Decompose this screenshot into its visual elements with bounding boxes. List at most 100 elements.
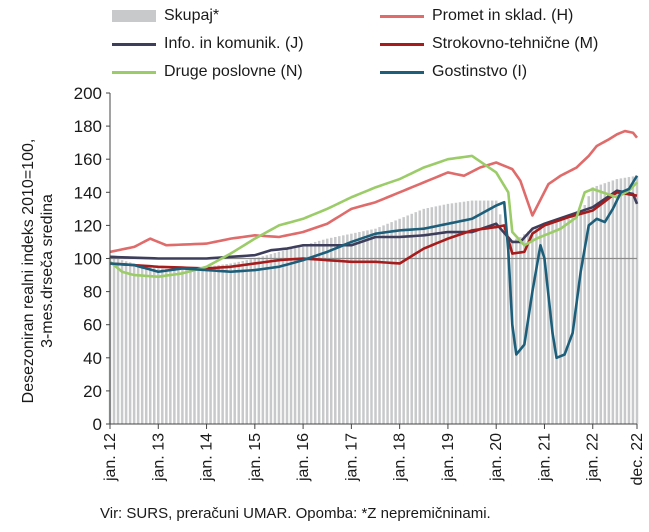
legend-label: Promet in sklad. (H) — [432, 7, 574, 24]
bar — [466, 201, 470, 424]
bar — [579, 213, 582, 424]
bar — [583, 204, 586, 424]
bar — [350, 233, 353, 424]
bar — [148, 266, 152, 424]
bar — [297, 246, 301, 424]
bar — [177, 269, 180, 424]
legend-swatch — [380, 14, 424, 18]
bar — [181, 270, 184, 424]
legend-swatch — [112, 70, 156, 74]
bar — [623, 177, 627, 424]
bar — [197, 267, 200, 424]
bar — [136, 264, 140, 424]
legend: Skupaj* Promet in sklad. (H) Info. in ko… — [0, 2, 649, 82]
bar — [470, 200, 474, 424]
bar — [430, 207, 434, 424]
bar — [406, 215, 409, 424]
legend-item-info: Info. in komunik. (J) — [112, 34, 304, 54]
bar — [599, 184, 603, 424]
y-tick-label: 60 — [83, 316, 102, 335]
bar — [217, 265, 220, 424]
bar — [519, 236, 522, 424]
legend-label: Gostinstvo (I) — [432, 63, 528, 80]
bar — [563, 219, 566, 424]
bar — [354, 232, 357, 424]
bar — [535, 227, 538, 424]
x-tick-label: jan. 13 — [150, 433, 167, 482]
bar — [273, 252, 277, 424]
bar — [543, 225, 546, 424]
bar — [494, 200, 498, 424]
bar — [313, 241, 317, 424]
bar — [394, 220, 397, 424]
bar-series-skupaj — [108, 175, 639, 425]
y-tick-label: 100 — [74, 250, 102, 269]
x-tick-label: jan. 20 — [488, 433, 505, 482]
bar — [498, 214, 502, 424]
bar — [120, 260, 124, 424]
bar — [531, 228, 534, 424]
bar — [144, 265, 148, 424]
bar — [442, 204, 446, 424]
bar — [285, 249, 289, 424]
bar — [635, 175, 639, 424]
bar — [398, 218, 401, 424]
bar — [253, 258, 257, 424]
bar — [309, 243, 313, 424]
legend-label: Skupaj* — [164, 7, 220, 24]
legend-label: Strokovno-tehnične (M) — [432, 35, 599, 52]
y-tick-label: 160 — [74, 150, 102, 169]
legend-swatch — [112, 10, 156, 22]
bar — [486, 200, 490, 424]
bar — [438, 205, 442, 424]
bar — [317, 240, 321, 424]
bar — [165, 268, 168, 424]
bar — [237, 261, 240, 424]
bar — [615, 179, 619, 424]
bar — [169, 269, 172, 424]
bar — [458, 202, 462, 424]
bar — [245, 260, 249, 424]
bar — [221, 264, 224, 424]
bar — [185, 269, 188, 424]
bar — [342, 235, 345, 424]
bar — [607, 181, 611, 424]
x-tick-label: dec. 22 — [629, 433, 646, 486]
bar — [410, 213, 413, 424]
bar — [153, 267, 156, 424]
bar — [434, 206, 438, 424]
bar — [627, 177, 631, 424]
legend-item-strokovno: Strokovno-tehnične (M) — [380, 34, 598, 54]
bar — [462, 201, 466, 424]
bar — [233, 262, 236, 424]
bar — [128, 262, 132, 424]
bar — [390, 222, 393, 424]
y-tick-label: 140 — [74, 183, 102, 202]
bar — [402, 217, 405, 425]
legend-swatch — [380, 42, 424, 46]
y-axis-label-line2: 3-mes.drseča sredina — [39, 194, 56, 348]
x-tick-label: jan. 22 — [585, 433, 602, 482]
y-axis-label-line1: Desezoniran realni indeks 2010=100, — [20, 138, 37, 404]
bar — [157, 268, 160, 424]
bar — [112, 257, 116, 424]
bar — [474, 200, 478, 424]
bar — [515, 238, 518, 424]
bar — [225, 264, 228, 424]
bar — [603, 183, 607, 424]
bar — [575, 215, 578, 424]
bar — [293, 247, 297, 424]
bar — [257, 257, 261, 424]
bar — [426, 208, 430, 424]
bar — [567, 218, 570, 424]
bar — [116, 259, 120, 424]
bar — [325, 238, 329, 424]
bar — [281, 250, 285, 424]
line-series — [109, 129, 639, 360]
x-axis: jan. 12 jan. 13 jan. 14 jan. 15 jan. 16 jan. … — [102, 424, 646, 485]
bar — [539, 226, 542, 424]
bar — [241, 260, 244, 424]
bar — [418, 210, 422, 424]
legend-swatch — [112, 42, 156, 46]
